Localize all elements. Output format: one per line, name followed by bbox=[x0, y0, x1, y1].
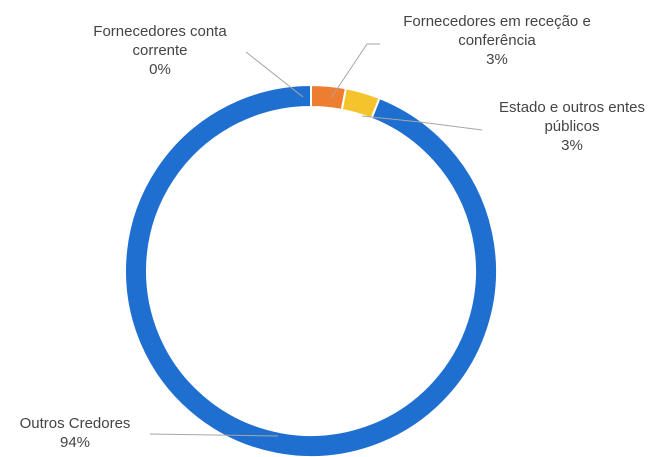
category-label: Fornecedores conta corrente bbox=[93, 23, 227, 59]
donut-slice bbox=[310, 83, 348, 112]
value-label: 94% bbox=[59, 434, 91, 451]
leader-line bbox=[330, 43, 380, 99]
value-label: 3% bbox=[486, 51, 508, 68]
leader-line bbox=[361, 115, 483, 131]
leader-line bbox=[245, 51, 304, 98]
label: Fornecedores em receção e conferência 3% bbox=[382, 12, 612, 69]
value-label: 3% bbox=[561, 137, 583, 154]
leader-line bbox=[149, 433, 279, 437]
category-label: Outros Credores bbox=[19, 415, 131, 432]
label: Outros Credores 94% bbox=[0, 414, 150, 452]
label: Fornecedores conta corrente 0% bbox=[70, 22, 250, 79]
category-label: Fornecedores em receção e conferência bbox=[403, 13, 591, 49]
category-label: Estado e outros entes públicos bbox=[499, 99, 645, 135]
label: Estado e outros entes públicos 3% bbox=[486, 98, 658, 155]
donut-slice bbox=[124, 83, 498, 457]
value-label: 0% bbox=[149, 61, 171, 78]
donut-slice bbox=[340, 87, 381, 120]
